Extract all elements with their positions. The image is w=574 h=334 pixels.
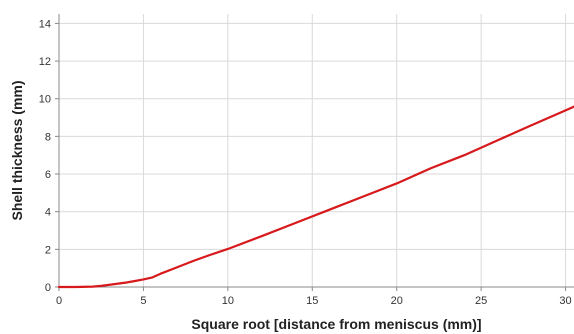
y-tick-labels: 0 2 4 6 8 10 12 14 — [39, 18, 59, 294]
y-tick-label: 6 — [45, 169, 51, 181]
y-gridlines — [59, 22, 574, 250]
y-tick-label: 14 — [39, 18, 51, 30]
x-tick-label: 25 — [475, 295, 487, 307]
x-gridlines — [142, 14, 567, 287]
x-tick-label: 20 — [391, 295, 403, 307]
x-tick-label: 15 — [306, 295, 318, 307]
x-tick-label: 0 — [56, 295, 62, 307]
y-tick-label: 4 — [45, 207, 51, 219]
x-tick-labels: 0 5 10 15 20 25 30 — [56, 287, 572, 307]
y-tick-label: 2 — [45, 244, 51, 256]
series-layer — [57, 105, 574, 289]
x-axis-title: Square root [distance from meniscus (mm)… — [191, 316, 481, 332]
y-tick-label: 12 — [39, 56, 51, 68]
y-tick-label: 8 — [45, 131, 51, 143]
x-tick-label: 10 — [222, 295, 234, 307]
series-line — [57, 105, 574, 289]
y-axis-title: Shell thickness (mm) — [9, 80, 25, 220]
y-tick-label: 10 — [39, 94, 51, 106]
x-tick-label: 5 — [140, 295, 146, 307]
y-tick-label: 0 — [45, 282, 51, 294]
x-tick-label: 30 — [559, 295, 571, 307]
